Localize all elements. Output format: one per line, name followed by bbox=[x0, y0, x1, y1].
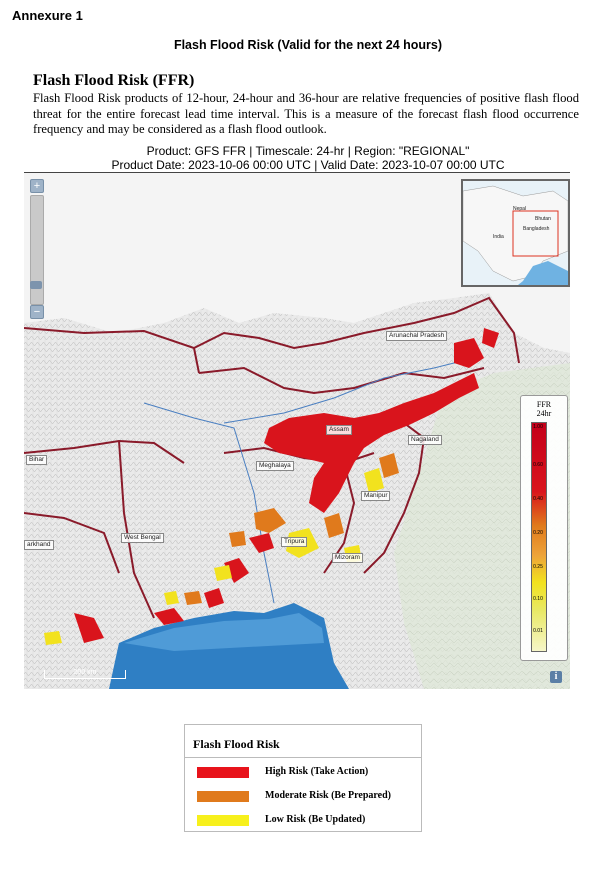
low-risk-swatch bbox=[197, 815, 249, 826]
moderate-risk-label: Moderate Risk (Be Prepared) bbox=[265, 790, 391, 801]
zoom-in-button[interactable]: + bbox=[30, 179, 44, 193]
zoom-slider-handle[interactable] bbox=[30, 281, 42, 289]
product-description: Flash Flood Risk products of 12-hour, 24… bbox=[33, 91, 579, 136]
legend-color-ramp bbox=[531, 422, 547, 652]
product-meta-line: Product: GFS FFR | Timescale: 24-hr | Re… bbox=[146, 144, 470, 158]
state-label-assam: Assam bbox=[326, 425, 352, 435]
legend-tick: 0.60 bbox=[533, 462, 543, 468]
zoom-slider[interactable] bbox=[30, 195, 44, 305]
state-label-nagaland: Nagaland bbox=[408, 435, 442, 445]
inset-label-bhutan: Bhutan bbox=[535, 216, 551, 222]
ffr-color-legend: FFR 24hr 1.00 0.60 0.40 0.20 0.25 0.10 0… bbox=[520, 395, 568, 661]
inset-canvas bbox=[463, 181, 568, 285]
risk-key-divider bbox=[185, 757, 421, 758]
overview-inset-map[interactable]: Nepal Bhutan Bangladesh India bbox=[461, 179, 570, 287]
annexure-label: Annexure 1 bbox=[12, 8, 83, 23]
legend-tick: 0.01 bbox=[533, 628, 543, 634]
product-heading: Flash Flood Risk (FFR) bbox=[33, 72, 195, 89]
map-scale-bar: 200 km bbox=[44, 669, 126, 679]
legend-tick: 0.20 bbox=[533, 530, 543, 536]
state-label-bihar: Bihar bbox=[26, 455, 48, 465]
state-label-jharkhand: arkhand bbox=[24, 540, 54, 550]
high-risk-swatch bbox=[197, 767, 249, 778]
bay-shallow bbox=[124, 613, 324, 651]
state-label-meghalaya: Meghalaya bbox=[256, 461, 294, 471]
legend-tick: 0.25 bbox=[533, 564, 543, 570]
legend-tick: 0.40 bbox=[533, 496, 543, 502]
risk-key-table: Flash Flood Risk High Risk (Take Action)… bbox=[184, 724, 422, 832]
state-label-arunachal: Arunachal Pradesh bbox=[386, 331, 448, 341]
state-label-tripura: Tripura bbox=[281, 537, 308, 547]
inset-label-nepal: Nepal bbox=[513, 206, 527, 212]
high-risk-label: High Risk (Take Action) bbox=[265, 766, 369, 777]
document-title: Flash Flood Risk (Valid for the next 24 … bbox=[173, 38, 443, 52]
legend-subtitle: 24hr bbox=[536, 409, 552, 418]
map-info-button[interactable]: i bbox=[550, 671, 562, 683]
zoom-out-button[interactable]: − bbox=[30, 305, 44, 319]
risk-key-title: Flash Flood Risk bbox=[193, 737, 280, 751]
product-date-line: Product Date: 2023-10-06 00:00 UTC | Val… bbox=[111, 158, 505, 172]
state-label-west-bengal: West Bengal bbox=[121, 533, 164, 543]
legend-tick: 1.00 bbox=[533, 424, 543, 430]
legend-tick: 0.10 bbox=[533, 596, 543, 602]
state-label-manipur: Manipur bbox=[361, 491, 391, 501]
flash-flood-map[interactable]: + − Nepal Bhutan Bangladesh India Arunac… bbox=[24, 172, 570, 689]
inset-label-bangladesh: Bangladesh bbox=[523, 226, 550, 232]
inset-label-india: India bbox=[493, 234, 504, 240]
moderate-risk-swatch bbox=[197, 791, 249, 802]
high-risk-areas bbox=[74, 328, 499, 643]
legend-title: FFR bbox=[536, 400, 552, 409]
moderate-risk-areas bbox=[184, 453, 399, 605]
state-label-mizoram: Mizoram bbox=[332, 553, 363, 563]
low-risk-label: Low Risk (Be Updated) bbox=[265, 814, 366, 825]
